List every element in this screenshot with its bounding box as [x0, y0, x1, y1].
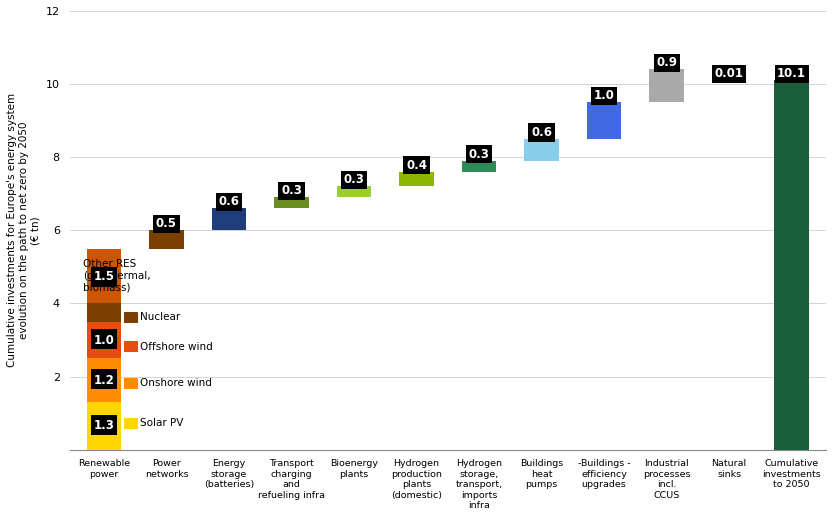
Bar [587, 102, 621, 139]
Text: 1.0: 1.0 [93, 332, 114, 345]
Text: 0.01: 0.01 [715, 67, 744, 81]
FancyBboxPatch shape [124, 418, 137, 429]
Bar [399, 172, 434, 187]
Bar [650, 69, 684, 102]
Bar [461, 161, 496, 172]
Text: 1.0: 1.0 [93, 333, 114, 346]
Bar [524, 139, 559, 161]
Text: 0.6: 0.6 [218, 195, 239, 208]
Text: 0.6: 0.6 [531, 126, 552, 139]
Text: 0.5: 0.5 [156, 217, 177, 231]
Text: 0.9: 0.9 [656, 56, 677, 69]
Bar [337, 187, 372, 197]
FancyBboxPatch shape [124, 341, 137, 352]
FancyBboxPatch shape [124, 312, 137, 323]
Text: Solar PV: Solar PV [140, 418, 183, 429]
Text: 1.0: 1.0 [594, 89, 615, 102]
Text: 1.3: 1.3 [93, 419, 114, 432]
Bar [87, 322, 121, 358]
Text: 1.2: 1.2 [93, 372, 114, 385]
Text: 0.3: 0.3 [281, 185, 302, 197]
Text: Nuclear: Nuclear [140, 312, 181, 323]
Bar [87, 358, 121, 402]
Text: Onshore wind: Onshore wind [140, 378, 212, 388]
Text: 10.1: 10.1 [777, 67, 806, 81]
Text: 0.3: 0.3 [469, 148, 490, 161]
Text: Other RES
(geothermal,
biomass): Other RES (geothermal, biomass) [83, 260, 151, 293]
Text: 1.2: 1.2 [93, 374, 114, 387]
Bar [87, 249, 121, 303]
Bar [87, 303, 121, 322]
Bar [149, 231, 183, 249]
Text: 0.4: 0.4 [406, 159, 427, 172]
Text: 1.3: 1.3 [93, 418, 114, 431]
Text: 0.3: 0.3 [343, 174, 365, 187]
Bar [87, 402, 121, 450]
Bar [212, 208, 247, 231]
Text: 1.5: 1.5 [93, 269, 114, 283]
Text: Offshore wind: Offshore wind [140, 342, 213, 352]
Bar [274, 197, 309, 208]
Y-axis label: Cumulative investments for Europe's energy system
evolution on the path to net z: Cumulative investments for Europe's ener… [7, 93, 40, 368]
FancyBboxPatch shape [124, 378, 137, 389]
Text: 1.5: 1.5 [93, 271, 114, 284]
Bar [775, 81, 809, 450]
